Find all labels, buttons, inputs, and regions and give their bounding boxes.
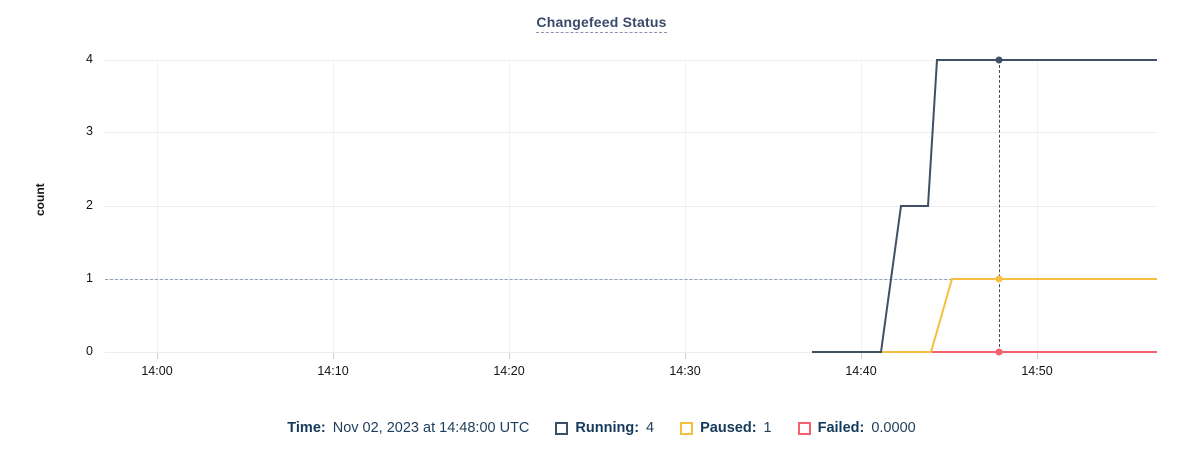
legend-label-failed: Failed: [817, 420, 865, 436]
series-line-running [812, 59, 1157, 353]
y-axis-tick-labels: 4 3 2 1 0 [25, 52, 93, 358]
hover-dot-failed [995, 348, 1003, 356]
hover-dot-paused [995, 275, 1003, 283]
x-tick-mark [1037, 353, 1038, 359]
legend-value-failed: 0.0000 [871, 420, 916, 436]
gridline-1430 [685, 60, 686, 352]
x-tick-label: 14:40 [845, 364, 877, 378]
x-tick-mark [685, 353, 686, 359]
x-tick-mark [333, 353, 334, 359]
x-axis-tick-labels: 14:00 14:10 14:20 14:30 14:40 14:50 [105, 352, 1157, 382]
hover-dot-running [995, 56, 1003, 64]
legend-item-paused[interactable]: Paused: 1 [680, 420, 772, 436]
x-tick-mark [509, 353, 510, 359]
x-tick-label: 14:20 [493, 364, 525, 378]
gridline-1420 [509, 60, 510, 352]
legend-item-failed[interactable]: Failed: 0.0000 [797, 420, 916, 436]
chart-legend: Time: Nov 02, 2023 at 14:48:00 UTC Runni… [0, 420, 1203, 436]
crosshair-horizontal-line [105, 279, 1157, 280]
legend-swatch-failed-icon [797, 421, 811, 435]
gridline-y4 [105, 60, 1157, 61]
legend-swatch-paused-icon [680, 421, 694, 435]
gridline-1410 [333, 60, 334, 352]
legend-swatch-running-icon [555, 421, 569, 435]
y-tick-label: 1 [86, 271, 93, 285]
gridline-y2 [105, 206, 1157, 207]
y-tick-label: 4 [86, 52, 93, 66]
gridline-1440 [861, 60, 862, 352]
x-tick-label: 14:30 [669, 364, 701, 378]
gridline-1450 [1037, 60, 1038, 352]
gridline-1400 [157, 60, 158, 352]
y-tick-label: 2 [86, 198, 93, 212]
legend-value-running: 4 [646, 420, 655, 436]
y-tick-label: 3 [86, 124, 93, 138]
series-lines [812, 59, 1157, 353]
x-tick-label: 14:00 [141, 364, 173, 378]
gridline-y3 [105, 132, 1157, 133]
legend-value-paused: 1 [763, 420, 772, 436]
x-tick-mark [157, 353, 158, 359]
crosshair-vertical-line [999, 60, 1000, 352]
page-title: Changefeed Status [0, 14, 1203, 33]
legend-time: Time: Nov 02, 2023 at 14:48:00 UTC [287, 420, 529, 436]
legend-time-key: Time: [287, 420, 326, 436]
plot-area[interactable] [105, 56, 1157, 356]
gridline-y0 [105, 352, 1157, 353]
chart-title-text: Changefeed Status [536, 14, 667, 33]
y-tick-label: 0 [86, 344, 93, 358]
x-tick-mark [861, 353, 862, 359]
series-line-paused [812, 278, 1157, 353]
legend-time-value: Nov 02, 2023 at 14:48:00 UTC [332, 420, 530, 436]
legend-label-running: Running: [575, 420, 640, 436]
x-tick-label: 14:10 [317, 364, 349, 378]
x-tick-label: 14:50 [1021, 364, 1053, 378]
legend-label-paused: Paused: [700, 420, 757, 436]
legend-item-running[interactable]: Running: 4 [555, 420, 654, 436]
